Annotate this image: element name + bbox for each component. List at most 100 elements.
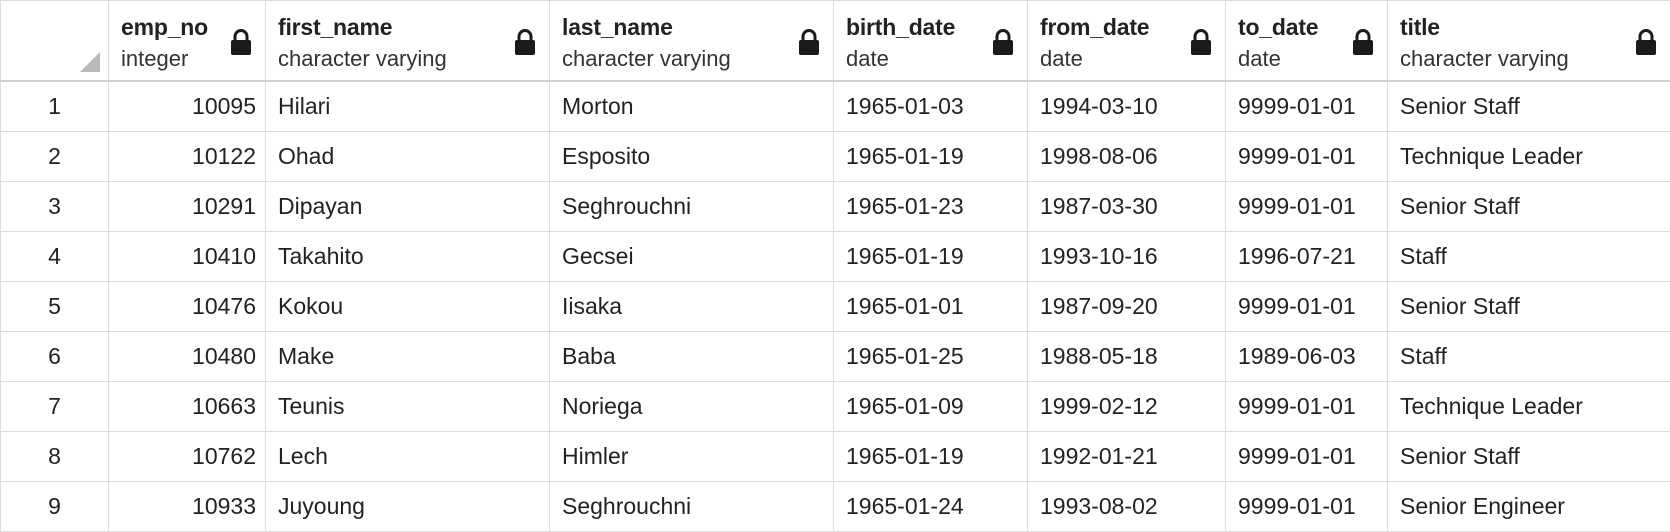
cell-from-date[interactable]: 1988-05-18 xyxy=(1027,331,1226,382)
cell-to-date[interactable]: 9999-01-01 xyxy=(1225,431,1388,482)
cell-title[interactable]: Senior Engineer xyxy=(1387,481,1670,532)
cell-title[interactable]: Technique Leader xyxy=(1387,381,1670,432)
column-header-last-name[interactable]: last_name character varying xyxy=(549,0,834,82)
column-header-title[interactable]: title character varying xyxy=(1387,0,1670,82)
select-all-corner[interactable] xyxy=(0,0,109,82)
row-number[interactable]: 8 xyxy=(0,431,109,482)
cell-title[interactable]: Senior Staff xyxy=(1387,181,1670,232)
cell-to-date[interactable]: 1996-07-21 xyxy=(1225,231,1388,282)
table-row[interactable]: 4 10410 Takahito Gecsei 1965-01-19 1993-… xyxy=(0,231,1670,282)
cell-first-name[interactable]: Juyoung xyxy=(265,481,550,532)
column-header-to-date[interactable]: to_date date xyxy=(1225,0,1388,82)
cell-to-date[interactable]: 1989-06-03 xyxy=(1225,331,1388,382)
cell-last-name[interactable]: Seghrouchni xyxy=(549,181,834,232)
cell-first-name[interactable]: Teunis xyxy=(265,381,550,432)
cell-title[interactable]: Technique Leader xyxy=(1387,131,1670,182)
column-type: integer xyxy=(121,46,189,71)
cell-last-name[interactable]: Esposito xyxy=(549,131,834,182)
row-number[interactable]: 5 xyxy=(0,281,109,332)
column-type: character varying xyxy=(562,46,731,71)
cell-birth-date[interactable]: 1965-01-24 xyxy=(833,481,1028,532)
table-row[interactable]: 5 10476 Kokou Iisaka 1965-01-01 1987-09-… xyxy=(0,281,1670,332)
cell-last-name[interactable]: Gecsei xyxy=(549,231,834,282)
cell-emp-no[interactable]: 10410 xyxy=(108,231,266,282)
cell-from-date[interactable]: 1994-03-10 xyxy=(1027,80,1226,132)
column-name: first_name xyxy=(278,14,393,40)
cell-last-name[interactable]: Noriega xyxy=(549,381,834,432)
row-number[interactable]: 4 xyxy=(0,231,109,282)
cell-to-date[interactable]: 9999-01-01 xyxy=(1225,131,1388,182)
cell-first-name[interactable]: Make xyxy=(265,331,550,382)
cell-emp-no[interactable]: 10476 xyxy=(108,281,266,332)
cell-first-name[interactable]: Takahito xyxy=(265,231,550,282)
row-number[interactable]: 3 xyxy=(0,181,109,232)
cell-birth-date[interactable]: 1965-01-25 xyxy=(833,331,1028,382)
cell-from-date[interactable]: 1993-10-16 xyxy=(1027,231,1226,282)
row-number[interactable]: 2 xyxy=(0,131,109,182)
row-number[interactable]: 1 xyxy=(0,80,109,132)
cell-from-date[interactable]: 1998-08-06 xyxy=(1027,131,1226,182)
cell-first-name[interactable]: Hilari xyxy=(265,80,550,132)
row-number[interactable]: 9 xyxy=(0,481,109,532)
table-row[interactable]: 1 10095 Hilari Morton 1965-01-03 1994-03… xyxy=(0,80,1670,132)
lock-icon xyxy=(515,29,535,55)
table-row[interactable]: 3 10291 Dipayan Seghrouchni 1965-01-23 1… xyxy=(0,181,1670,232)
cell-to-date[interactable]: 9999-01-01 xyxy=(1225,481,1388,532)
cell-last-name[interactable]: Himler xyxy=(549,431,834,482)
cell-emp-no[interactable]: 10122 xyxy=(108,131,266,182)
cell-from-date[interactable]: 1999-02-12 xyxy=(1027,381,1226,432)
cell-first-name[interactable]: Lech xyxy=(265,431,550,482)
lock-icon xyxy=(231,29,251,55)
cell-from-date[interactable]: 1992-01-21 xyxy=(1027,431,1226,482)
cell-birth-date[interactable]: 1965-01-19 xyxy=(833,231,1028,282)
select-all-triangle-icon[interactable] xyxy=(80,52,100,72)
table-row[interactable]: 6 10480 Make Baba 1965-01-25 1988-05-18 … xyxy=(0,331,1670,382)
cell-birth-date[interactable]: 1965-01-19 xyxy=(833,131,1028,182)
cell-from-date[interactable]: 1987-03-30 xyxy=(1027,181,1226,232)
cell-last-name[interactable]: Seghrouchni xyxy=(549,481,834,532)
cell-birth-date[interactable]: 1965-01-23 xyxy=(833,181,1028,232)
cell-last-name[interactable]: Iisaka xyxy=(549,281,834,332)
cell-emp-no[interactable]: 10480 xyxy=(108,331,266,382)
cell-birth-date[interactable]: 1965-01-19 xyxy=(833,431,1028,482)
cell-first-name[interactable]: Kokou xyxy=(265,281,550,332)
cell-birth-date[interactable]: 1965-01-01 xyxy=(833,281,1028,332)
cell-emp-no[interactable]: 10095 xyxy=(108,80,266,132)
lock-icon xyxy=(993,29,1013,55)
column-type: character varying xyxy=(1400,46,1569,71)
table-row[interactable]: 8 10762 Lech Himler 1965-01-19 1992-01-2… xyxy=(0,431,1670,482)
row-number[interactable]: 7 xyxy=(0,381,109,432)
cell-from-date[interactable]: 1993-08-02 xyxy=(1027,481,1226,532)
table-row[interactable]: 7 10663 Teunis Noriega 1965-01-09 1999-0… xyxy=(0,381,1670,432)
cell-title[interactable]: Senior Staff xyxy=(1387,80,1670,132)
cell-first-name[interactable]: Dipayan xyxy=(265,181,550,232)
cell-title[interactable]: Senior Staff xyxy=(1387,431,1670,482)
column-header-from-date[interactable]: from_date date xyxy=(1027,0,1226,82)
column-type: date xyxy=(1238,46,1281,71)
cell-title[interactable]: Staff xyxy=(1387,331,1670,382)
row-number[interactable]: 6 xyxy=(0,331,109,382)
cell-emp-no[interactable]: 10663 xyxy=(108,381,266,432)
cell-from-date[interactable]: 1987-09-20 xyxy=(1027,281,1226,332)
column-header-birth-date[interactable]: birth_date date xyxy=(833,0,1028,82)
cell-birth-date[interactable]: 1965-01-09 xyxy=(833,381,1028,432)
cell-to-date[interactable]: 9999-01-01 xyxy=(1225,281,1388,332)
cell-last-name[interactable]: Baba xyxy=(549,331,834,382)
cell-title[interactable]: Staff xyxy=(1387,231,1670,282)
cell-birth-date[interactable]: 1965-01-03 xyxy=(833,80,1028,132)
cell-emp-no[interactable]: 10933 xyxy=(108,481,266,532)
column-header-first-name[interactable]: first_name character varying xyxy=(265,0,550,82)
cell-to-date[interactable]: 9999-01-01 xyxy=(1225,381,1388,432)
cell-first-name[interactable]: Ohad xyxy=(265,131,550,182)
table-row[interactable]: 9 10933 Juyoung Seghrouchni 1965-01-24 1… xyxy=(0,481,1670,532)
lock-icon xyxy=(799,29,819,55)
cell-emp-no[interactable]: 10291 xyxy=(108,181,266,232)
column-header-emp-no[interactable]: emp_no integer xyxy=(108,0,266,82)
cell-title[interactable]: Senior Staff xyxy=(1387,281,1670,332)
cell-last-name[interactable]: Morton xyxy=(549,80,834,132)
cell-to-date[interactable]: 9999-01-01 xyxy=(1225,80,1388,132)
cell-to-date[interactable]: 9999-01-01 xyxy=(1225,181,1388,232)
table-row[interactable]: 2 10122 Ohad Esposito 1965-01-19 1998-08… xyxy=(0,131,1670,182)
cell-emp-no[interactable]: 10762 xyxy=(108,431,266,482)
